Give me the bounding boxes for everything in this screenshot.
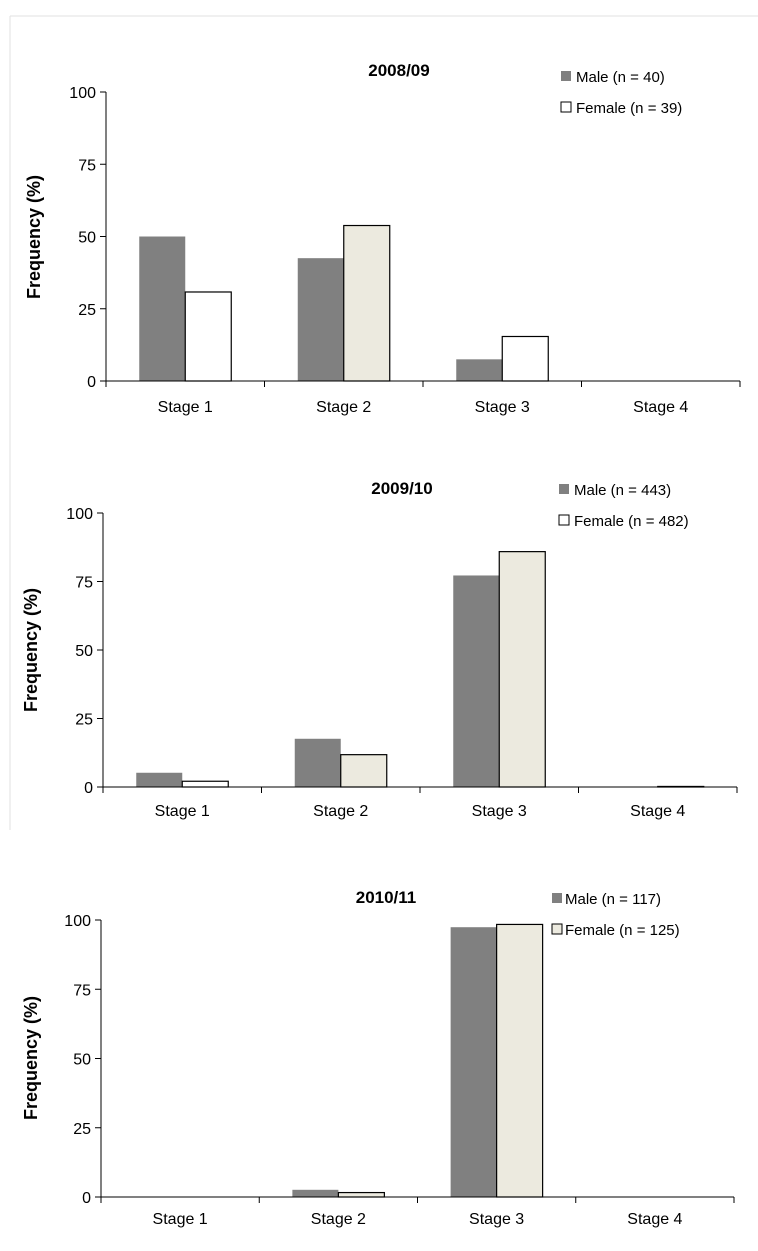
x-tick-label: Stage 2 xyxy=(311,1211,366,1228)
bar-female-stage-3 xyxy=(498,551,546,788)
chart-svg: 2009/10 Frequency (%) 0 25 50 75 100 Stage 1 S… xyxy=(9,420,738,830)
x-tick-label: Stage 3 xyxy=(472,803,527,820)
chart-panel-2010-11: 2010/11 Frequency (%) 0 25 50 75 100 Stage 1 S… xyxy=(0,830,758,1251)
chart-title: 2009/10 xyxy=(371,479,432,498)
x-tick-label: Stage 1 xyxy=(155,803,210,820)
y-tick-label: 0 xyxy=(84,780,93,797)
bar-female-stage-2 xyxy=(337,1191,385,1198)
chart-svg: 2010/11 Frequency (%) 0 25 50 75 100 Stage 1 S… xyxy=(21,888,735,1228)
bar-female-stage-1 xyxy=(184,291,232,382)
y-tick-label: 25 xyxy=(73,1121,91,1138)
x-tick-label: Stage 3 xyxy=(469,1211,524,1228)
x-tick-label: Stage 4 xyxy=(630,803,685,820)
plot-area: 0 25 50 75 100 Stage 1 Stage 2 Stage 3 Stage 4 xyxy=(69,85,741,416)
y-tick-label: 0 xyxy=(87,374,96,391)
legend-label-female: Female (n = 482) xyxy=(574,513,689,530)
y-tick-label: 50 xyxy=(73,1052,91,1069)
bar-female-stage-2 xyxy=(340,754,388,788)
y-tick-label: 75 xyxy=(73,982,91,999)
y-tick-label: 25 xyxy=(75,712,93,729)
legend-label-male: Male (n = 40) xyxy=(576,69,665,86)
y-tick-label: 0 xyxy=(82,1190,91,1207)
legend: Male (n = 117) Female (n = 125) xyxy=(551,891,680,939)
chart-title: 2010/11 xyxy=(356,888,417,907)
legend-swatch-male xyxy=(559,484,569,494)
legend-label-male: Male (n = 117) xyxy=(565,891,661,908)
chart-title: 2008/09 xyxy=(368,61,429,80)
bar-female-stage-3 xyxy=(501,335,549,382)
x-tick-label: Stage 3 xyxy=(475,399,530,416)
legend: Male (n = 40) Female (n = 39) xyxy=(560,69,682,117)
bar-male-stage-1 xyxy=(139,236,186,381)
chart-svg: 2008/09 Frequency (%) 0 25 50 75 100 Stage 1 S… xyxy=(9,15,758,420)
x-tick-label: Stage 4 xyxy=(627,1211,682,1228)
chart-panel-2008-09: 2008/09 Frequency (%) 0 25 50 75 100 Stage 1 S… xyxy=(0,0,758,420)
x-tick-label: Stage 2 xyxy=(316,399,371,416)
y-tick-label: 100 xyxy=(64,913,91,930)
bar-male-stage-3 xyxy=(450,927,497,1197)
bar-male-stage-2 xyxy=(297,258,344,381)
bar-male-stage-1 xyxy=(136,772,183,787)
bar-male-stage-2 xyxy=(292,1189,339,1197)
x-tick-label: Stage 4 xyxy=(633,399,688,416)
y-tick-label: 75 xyxy=(78,157,96,174)
bar-female-stage-2 xyxy=(343,224,391,382)
legend-swatch-female xyxy=(551,923,563,935)
y-axis-label: Frequency (%) xyxy=(21,996,41,1120)
y-tick-label: 50 xyxy=(78,230,96,247)
legend-label-female: Female (n = 39) xyxy=(576,100,682,117)
legend-swatch-female xyxy=(560,101,572,113)
y-axis-label: Frequency (%) xyxy=(24,175,44,299)
bar-female-stage-3 xyxy=(496,923,544,1198)
legend-swatch-female xyxy=(558,514,570,526)
x-tick-label: Stage 1 xyxy=(153,1211,208,1228)
legend-label-male: Male (n = 443) xyxy=(574,482,671,499)
y-axis-label: Frequency (%) xyxy=(21,588,41,712)
legend-swatch-male xyxy=(552,893,562,903)
plot-area: 0 25 50 75 100 Stage 1 Stage 2 Stage 3 Stage 4 xyxy=(64,913,735,1228)
bar-male-stage-3 xyxy=(456,359,503,381)
y-tick-label: 50 xyxy=(75,643,93,660)
x-tick-label: Stage 1 xyxy=(158,399,213,416)
y-tick-label: 75 xyxy=(75,575,93,592)
legend-label-female: Female (n = 125) xyxy=(565,922,680,939)
y-tick-label: 100 xyxy=(69,85,96,102)
legend: Male (n = 443) Female (n = 482) xyxy=(558,482,689,530)
legend-swatch-male xyxy=(561,71,571,81)
x-tick-label: Stage 2 xyxy=(313,803,368,820)
y-tick-label: 25 xyxy=(78,302,96,319)
bar-male-stage-2 xyxy=(294,738,341,787)
bar-male-stage-3 xyxy=(453,575,500,787)
chart-panel-2009-10: 2009/10 Frequency (%) 0 25 50 75 100 Stage 1 S… xyxy=(0,420,758,830)
y-tick-label: 100 xyxy=(66,506,93,523)
bar-female-stage-1 xyxy=(181,780,229,788)
plot-area: 0 25 50 75 100 Stage 1 Stage 2 Stage 3 Stage 4 xyxy=(66,506,738,820)
